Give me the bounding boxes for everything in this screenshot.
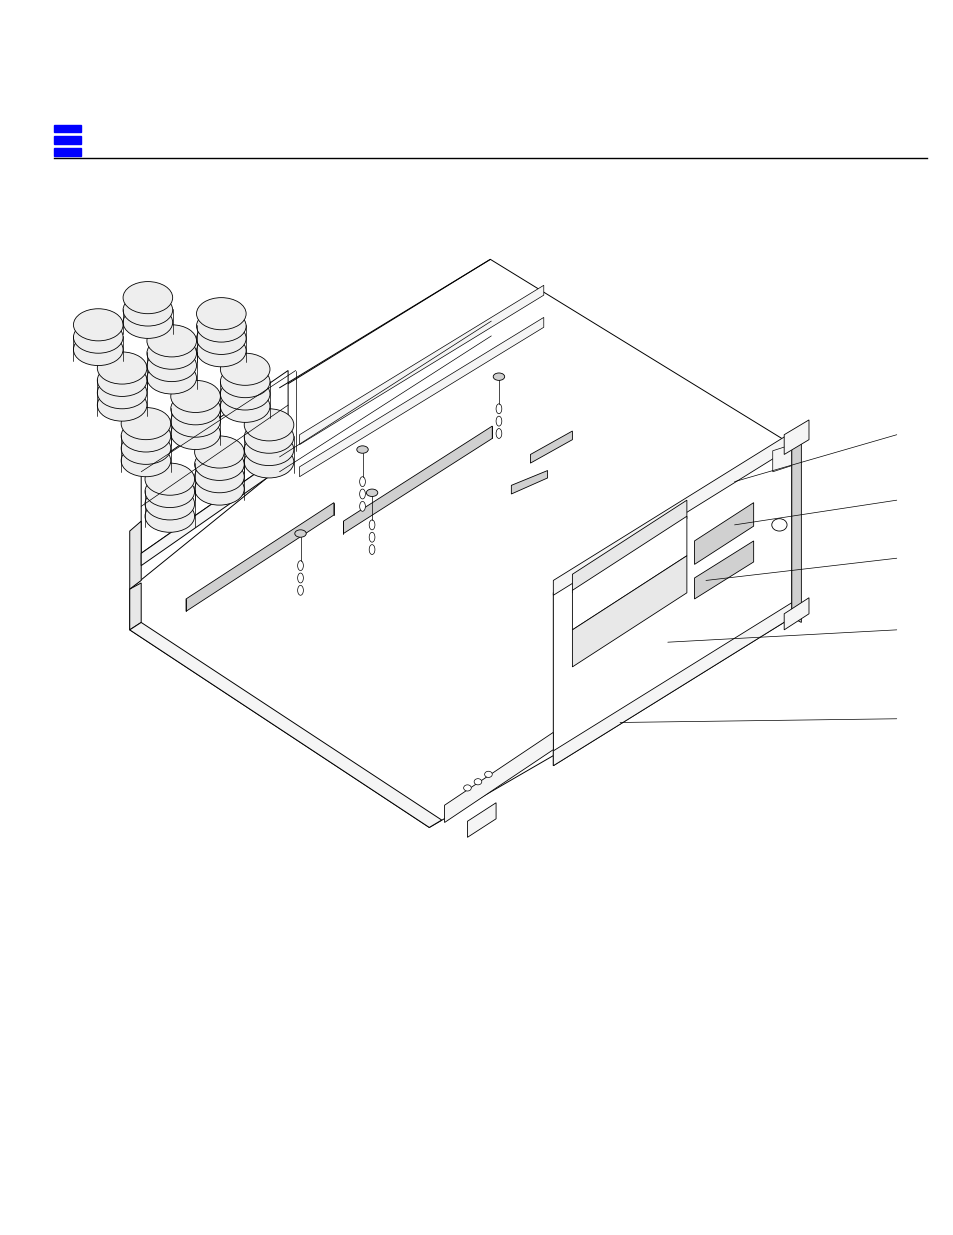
Ellipse shape [147,325,196,357]
Ellipse shape [121,420,171,452]
Ellipse shape [297,585,303,595]
Polygon shape [141,370,288,553]
Ellipse shape [121,445,171,477]
Ellipse shape [73,333,123,366]
Ellipse shape [369,545,375,555]
Polygon shape [772,445,791,472]
Polygon shape [299,285,543,445]
Ellipse shape [194,461,244,493]
Ellipse shape [220,390,270,422]
Polygon shape [299,317,543,477]
Ellipse shape [97,352,147,384]
Ellipse shape [356,446,368,453]
Ellipse shape [194,448,244,480]
Polygon shape [467,803,496,837]
Polygon shape [572,556,686,667]
Ellipse shape [244,433,294,466]
Ellipse shape [496,404,501,414]
Ellipse shape [220,366,270,398]
Ellipse shape [294,530,306,537]
Polygon shape [783,420,808,454]
Ellipse shape [220,378,270,410]
Ellipse shape [496,429,501,438]
Polygon shape [530,431,572,463]
Ellipse shape [123,306,172,338]
Polygon shape [343,426,492,534]
Ellipse shape [147,350,196,382]
Ellipse shape [171,417,220,450]
Ellipse shape [147,337,196,369]
Ellipse shape [194,436,244,468]
Polygon shape [694,541,753,599]
Ellipse shape [244,446,294,478]
Polygon shape [141,451,288,566]
Polygon shape [791,432,801,622]
Ellipse shape [297,573,303,583]
Ellipse shape [171,393,220,425]
Ellipse shape [121,408,171,440]
Ellipse shape [484,771,492,778]
Ellipse shape [369,520,375,530]
FancyBboxPatch shape [54,137,81,144]
Ellipse shape [123,294,172,326]
Ellipse shape [244,409,294,441]
Polygon shape [553,603,791,766]
Ellipse shape [359,489,365,499]
Ellipse shape [297,561,303,571]
Ellipse shape [194,473,244,505]
Ellipse shape [97,377,147,409]
Ellipse shape [121,432,171,464]
Ellipse shape [474,779,481,785]
Polygon shape [444,732,553,823]
FancyBboxPatch shape [54,125,81,132]
Ellipse shape [73,321,123,353]
Polygon shape [553,432,791,595]
Ellipse shape [369,532,375,542]
Ellipse shape [145,463,194,495]
Ellipse shape [463,785,471,792]
Polygon shape [130,583,141,630]
Polygon shape [130,259,791,827]
Ellipse shape [123,282,172,314]
Polygon shape [511,471,547,494]
Polygon shape [130,521,141,589]
Polygon shape [572,516,686,630]
Polygon shape [130,622,441,827]
Ellipse shape [145,475,194,508]
Ellipse shape [244,421,294,453]
Ellipse shape [73,309,123,341]
Ellipse shape [366,489,377,496]
Ellipse shape [496,416,501,426]
Ellipse shape [359,501,365,511]
Polygon shape [783,598,808,630]
Polygon shape [186,503,334,611]
Polygon shape [694,503,753,564]
Ellipse shape [145,500,194,532]
Ellipse shape [196,335,246,367]
Ellipse shape [147,362,196,394]
FancyBboxPatch shape [54,148,81,156]
Ellipse shape [97,389,147,421]
Ellipse shape [196,322,246,354]
Ellipse shape [493,373,504,380]
Ellipse shape [359,477,365,487]
Ellipse shape [171,380,220,412]
Polygon shape [553,445,791,766]
Ellipse shape [771,519,786,531]
Ellipse shape [97,364,147,396]
Ellipse shape [220,353,270,385]
Polygon shape [572,500,686,593]
Ellipse shape [196,298,246,330]
Ellipse shape [171,405,220,437]
Ellipse shape [145,488,194,520]
Ellipse shape [196,310,246,342]
